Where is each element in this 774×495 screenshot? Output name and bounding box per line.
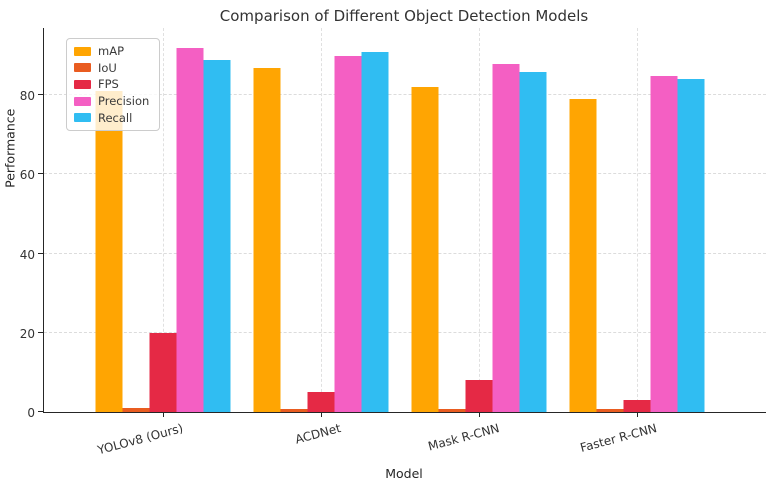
gridline-vertical	[163, 28, 164, 412]
bar-group-mask-r-cnn: Mask R-CNN	[400, 28, 558, 453]
legend-item-label: Precision	[98, 93, 150, 108]
gridline-vertical	[637, 28, 638, 412]
x-tick-mark	[479, 413, 480, 417]
y-tick-mark	[38, 173, 43, 175]
y-tick-label: 20	[19, 326, 35, 341]
y-tick-label: 60	[19, 168, 35, 183]
bar-map	[569, 99, 597, 412]
bar-group-acdnet: ACDNet	[242, 28, 400, 447]
legend-item-label: mAP	[98, 44, 125, 58]
bar-map	[253, 67, 281, 412]
legend-item-map: mAP	[74, 45, 149, 58]
y-tick-mark	[38, 331, 43, 333]
bar-precision	[650, 75, 678, 412]
bar-iou	[122, 408, 150, 412]
legend-item-label: FPS	[98, 77, 119, 92]
x-tick-label: ACDNet	[293, 421, 343, 447]
legend-item-precision: Precision	[74, 95, 149, 108]
bar-iou	[438, 408, 466, 412]
x-tick-label: Faster R-CNN	[578, 421, 659, 455]
x-tick-label: Mask R-CNN	[426, 421, 501, 454]
bar-precision	[334, 55, 362, 412]
bars-container	[95, 28, 231, 412]
bar-recall	[203, 59, 231, 412]
legend: mAP IoU FPS Precision Recall	[66, 38, 161, 132]
gridline-horizontal	[44, 252, 766, 254]
bar-iou	[280, 408, 308, 412]
bars-container	[569, 28, 705, 412]
bar-fps	[623, 400, 651, 412]
gridline-horizontal	[44, 173, 766, 175]
x-axis-label: Model	[385, 466, 423, 481]
bar-map	[411, 87, 439, 412]
y-tick-label: 0	[27, 406, 35, 420]
y-tick-mark	[38, 94, 43, 96]
bar-groups: YOLOv8 (Ours) ACDNet Mask R-CNN Faster R-CN…	[44, 28, 766, 457]
bar-fps	[465, 380, 493, 412]
legend-item-recall: Recall	[74, 110, 149, 125]
gridline-horizontal	[44, 94, 766, 96]
legend-item-iou: IoU	[74, 60, 149, 75]
y-tick-label: 80	[19, 89, 35, 104]
bars-container	[411, 28, 547, 412]
legend-swatch	[74, 80, 91, 90]
legend-item-label: IoU	[98, 60, 117, 75]
bars-container	[253, 28, 389, 412]
chart-title: Comparison of Different Object Detection…	[219, 7, 589, 25]
plot-area: 0 20 40 60 80 YOLOv8 (Ours) ACDNet Mask R-CNN F…	[20, 28, 766, 457]
bar-recall	[361, 51, 389, 412]
bar-group-yolov8-ours-: YOLOv8 (Ours)	[84, 28, 242, 457]
gridline-vertical	[479, 28, 480, 412]
gridline-horizontal	[44, 331, 766, 333]
legend-swatch	[74, 46, 91, 56]
bar-precision	[492, 63, 520, 412]
bar-map	[95, 91, 123, 412]
x-tick-mark	[321, 413, 322, 417]
bar-fps	[307, 392, 335, 412]
legend-swatch	[74, 113, 91, 123]
bar-precision	[176, 47, 204, 412]
legend-swatch	[74, 63, 91, 73]
legend-item-fps: FPS	[74, 78, 149, 91]
gridline-vertical	[321, 28, 322, 412]
y-tick-mark	[38, 411, 43, 412]
x-tick-label: YOLOv8 (Ours)	[96, 421, 185, 458]
bar-group-faster-r-cnn: Faster R-CNN	[558, 28, 716, 455]
bar-fps	[149, 332, 177, 412]
y-axis-label: Performance	[2, 108, 18, 188]
x-tick-mark	[637, 413, 638, 417]
bar-recall	[519, 71, 547, 412]
x-tick-mark	[163, 413, 164, 417]
bar-recall	[677, 79, 705, 412]
legend-item-label: Recall	[98, 110, 133, 125]
y-tick-mark	[38, 252, 43, 254]
y-tick-label: 40	[19, 247, 35, 262]
legend-swatch	[74, 96, 91, 106]
bar-iou	[596, 409, 624, 412]
